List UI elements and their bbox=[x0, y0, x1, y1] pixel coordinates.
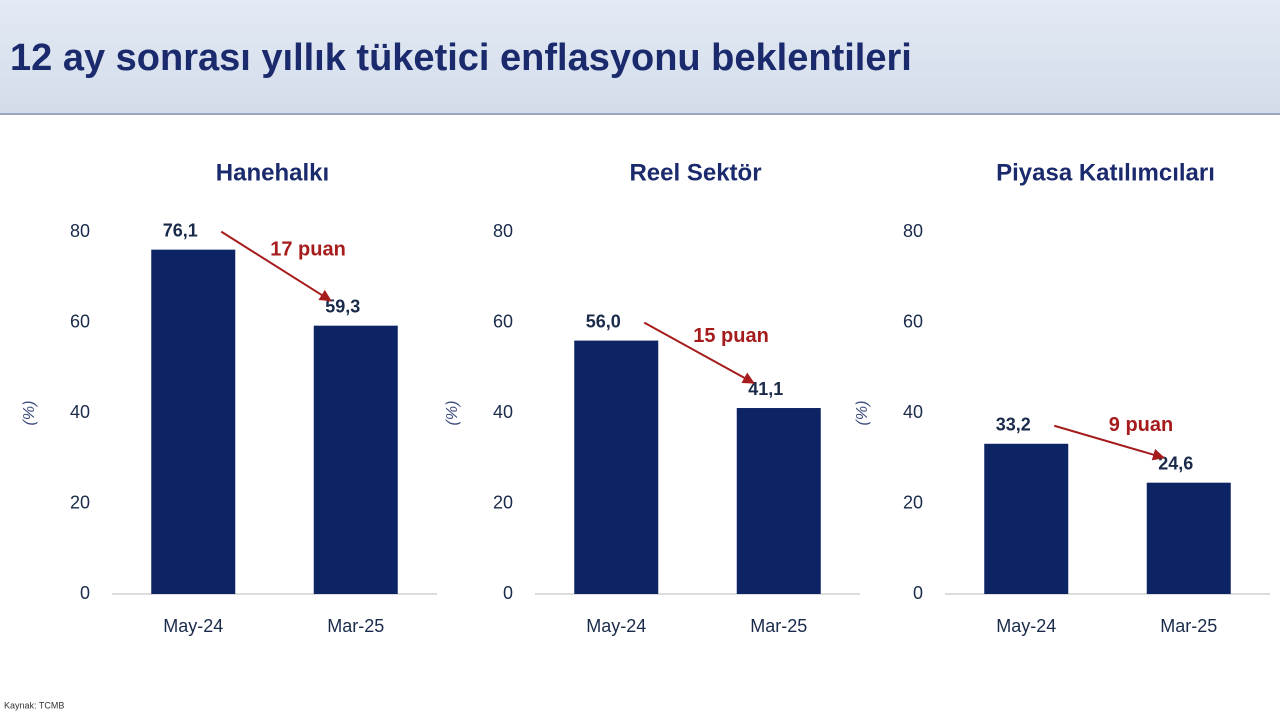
y-tick-label: 20 bbox=[903, 492, 923, 512]
bar bbox=[736, 408, 821, 594]
chart-title: Piyasa Katılımcıları bbox=[996, 159, 1215, 186]
value-label: 76,1 bbox=[163, 220, 198, 240]
y-tick-label: 40 bbox=[903, 402, 923, 422]
value-label: 41,1 bbox=[748, 379, 783, 399]
y-tick-label: 80 bbox=[70, 221, 90, 241]
bar bbox=[1146, 482, 1231, 594]
change-arrow bbox=[1053, 424, 1165, 461]
source: Kaynak: TCMB bbox=[4, 700, 64, 710]
x-tick-label: Mar-25 bbox=[327, 616, 384, 636]
chart-title: Hanehalkı bbox=[216, 159, 329, 186]
y-tick-label: 40 bbox=[493, 402, 513, 422]
x-tick-label: May-24 bbox=[996, 616, 1056, 636]
y-tick-label: 80 bbox=[493, 221, 513, 241]
bar bbox=[151, 249, 236, 594]
x-tick-label: May-24 bbox=[163, 616, 223, 636]
y-axis-label: (%) bbox=[444, 401, 461, 426]
change-annotation: 9 puan bbox=[1109, 414, 1173, 436]
value-label: 59,3 bbox=[325, 296, 360, 316]
y-tick-label: 60 bbox=[493, 311, 513, 331]
bar bbox=[574, 340, 659, 594]
value-label: 33,2 bbox=[996, 415, 1031, 435]
bar bbox=[984, 443, 1069, 594]
value-label: 24,6 bbox=[1158, 453, 1193, 473]
header-band bbox=[0, 0, 1280, 114]
x-tick-label: May-24 bbox=[586, 616, 646, 636]
slide-title: 12 ay sonrası yıllık tüketici enflasyonu… bbox=[10, 37, 912, 79]
chart-title: Reel Sektör bbox=[629, 159, 761, 186]
change-annotation: 17 puan bbox=[270, 238, 346, 260]
change-annotation: 15 puan bbox=[693, 325, 769, 347]
y-axis-label: (%) bbox=[854, 401, 871, 426]
change-arrow bbox=[643, 321, 755, 384]
y-tick-label: 20 bbox=[70, 492, 90, 512]
y-tick-label: 40 bbox=[70, 402, 90, 422]
y-tick-label: 20 bbox=[493, 492, 513, 512]
y-axis-label: (%) bbox=[21, 401, 38, 426]
x-tick-label: Mar-25 bbox=[1160, 616, 1217, 636]
x-tick-label: Mar-25 bbox=[750, 616, 807, 636]
y-tick-label: 0 bbox=[80, 583, 90, 603]
y-tick-label: 60 bbox=[903, 311, 923, 331]
y-tick-label: 0 bbox=[913, 583, 923, 603]
y-tick-label: 60 bbox=[70, 311, 90, 331]
y-tick-label: 80 bbox=[903, 221, 923, 241]
change-arrow bbox=[220, 230, 332, 302]
bar bbox=[313, 325, 398, 594]
y-tick-label: 0 bbox=[503, 583, 513, 603]
value-label: 56,0 bbox=[586, 311, 621, 331]
